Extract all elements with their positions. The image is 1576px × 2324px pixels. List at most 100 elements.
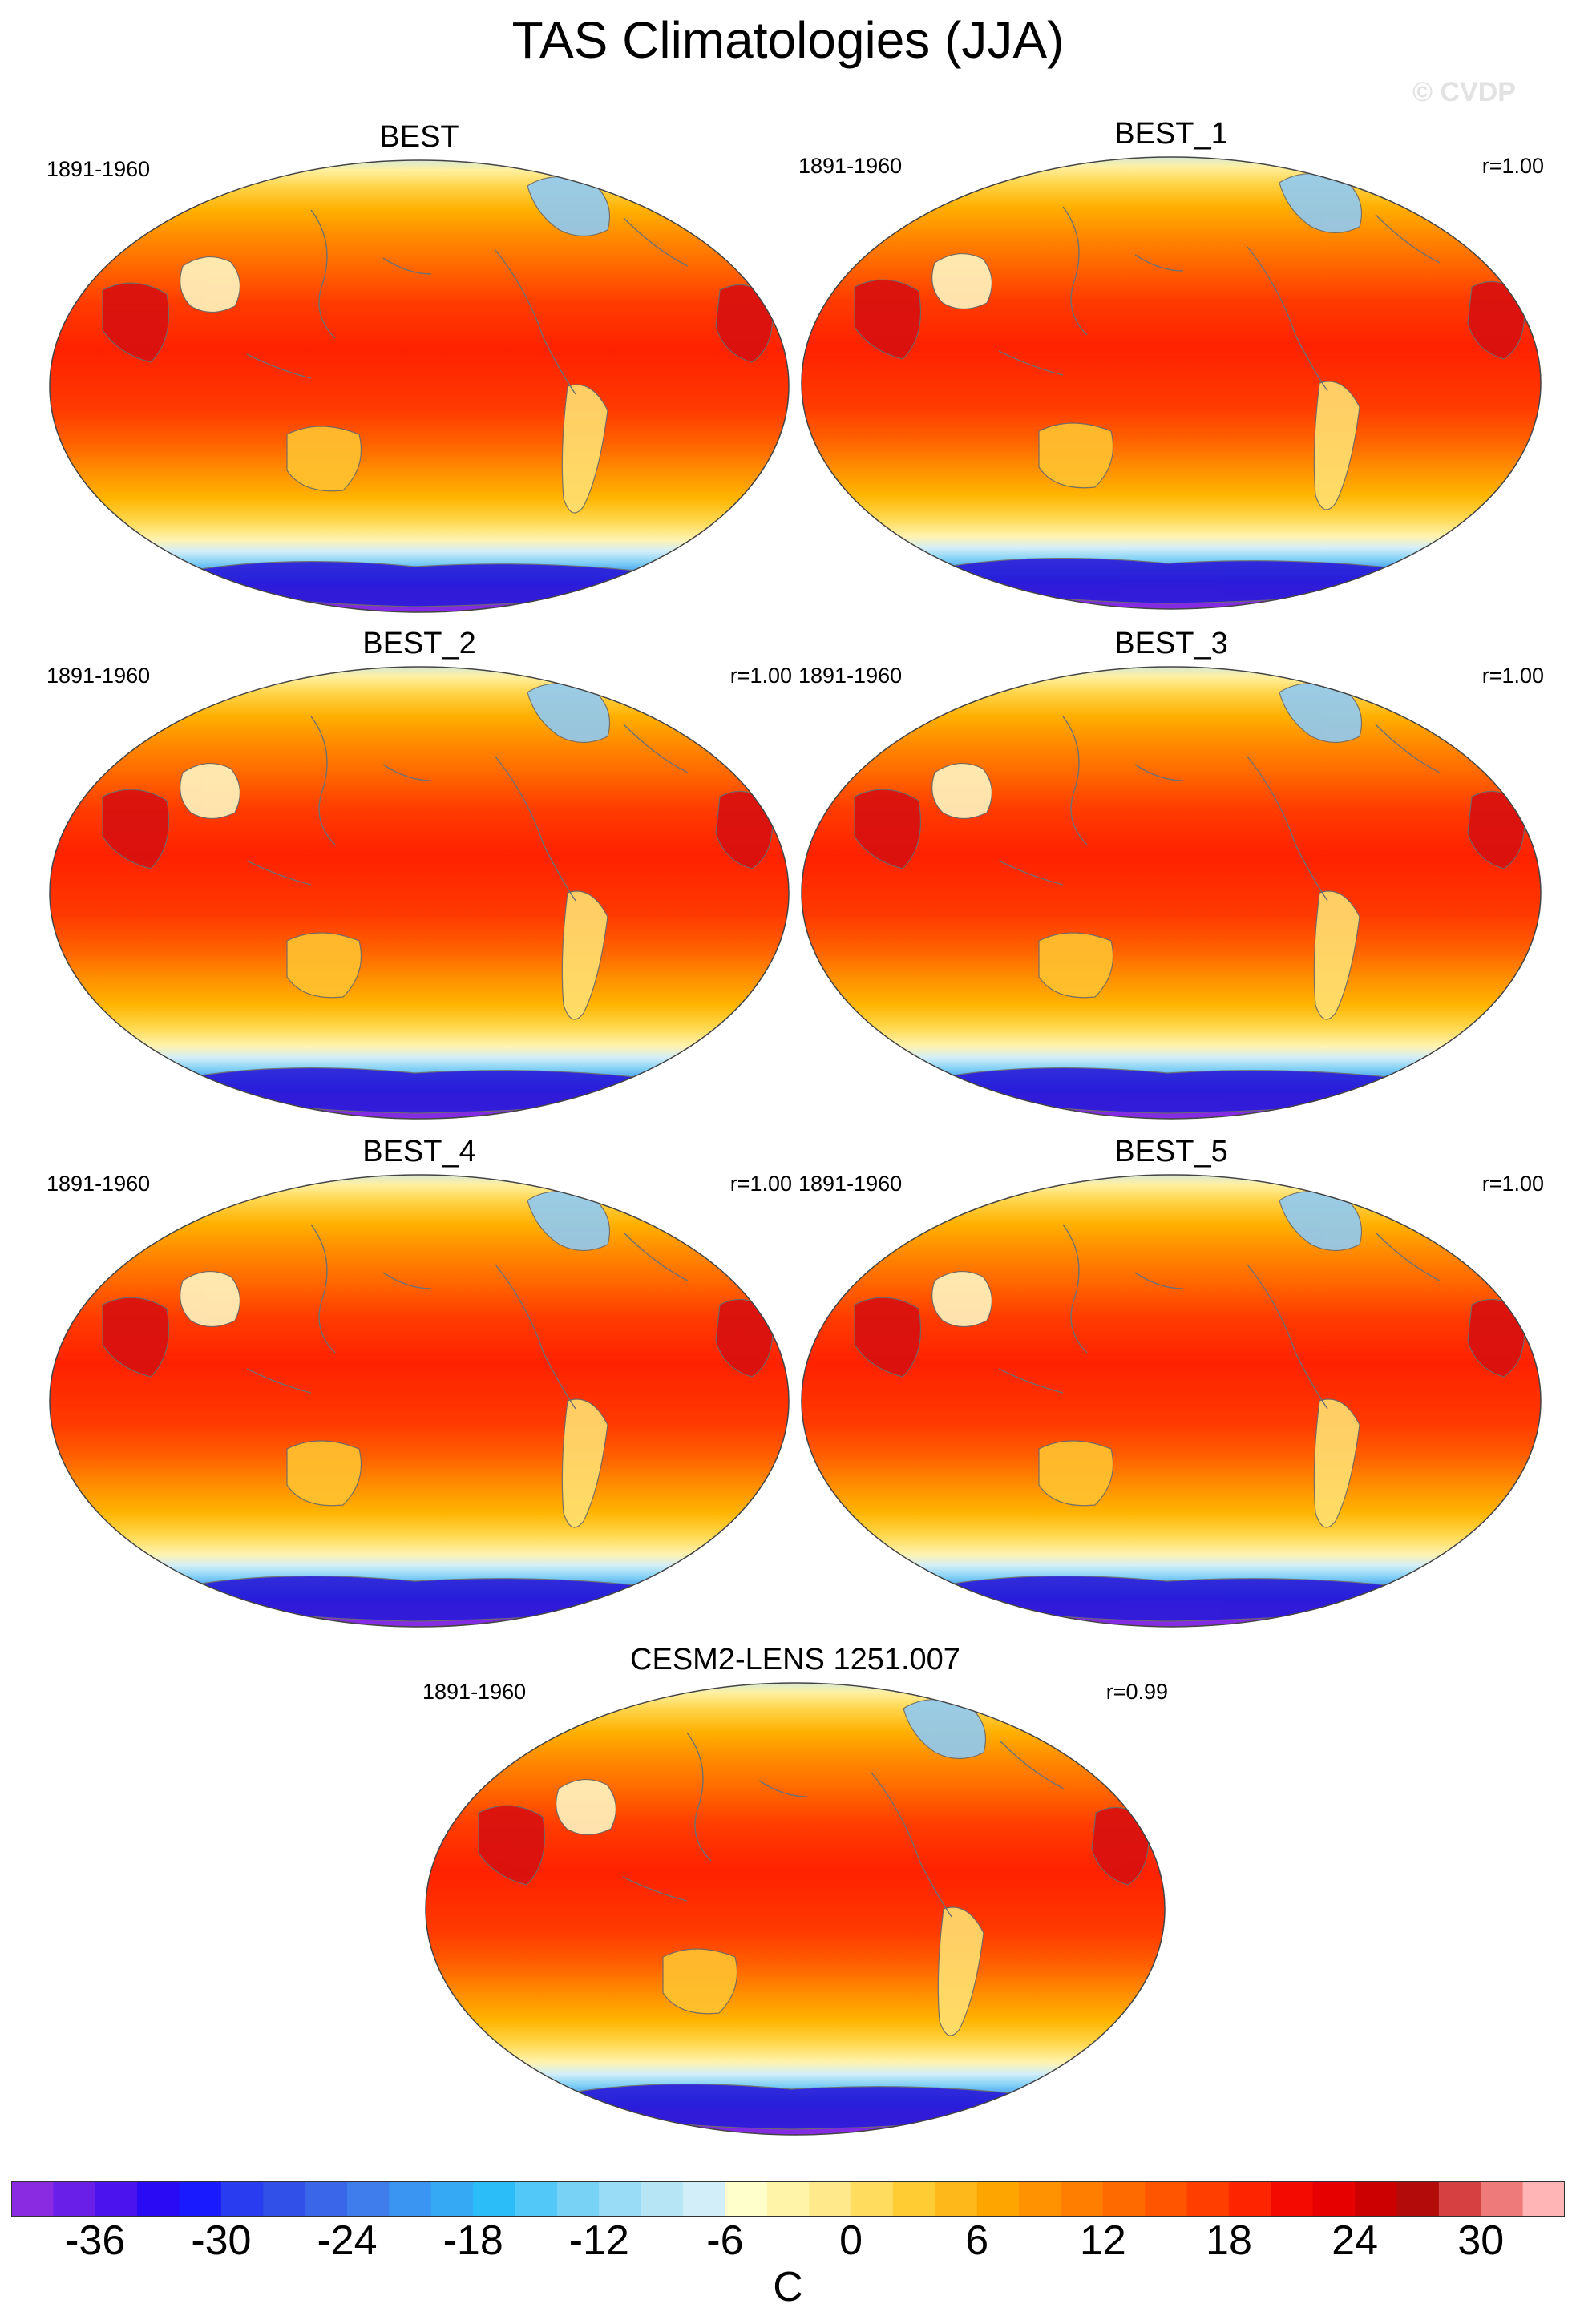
andes-shape [1313, 890, 1360, 1020]
colorbar-swatch [1228, 2181, 1271, 2217]
colorbar-swatch [1396, 2181, 1440, 2217]
coastline [495, 756, 576, 902]
map-panel-best-2: BEST_2 1891-1960 r=1.00 [46, 628, 792, 1141]
central-asia-highland-shape [931, 252, 992, 310]
colorbar-tick-label: 18 [1206, 2217, 1252, 2264]
north-africa-hotspot-shape [1467, 280, 1525, 360]
colorbar-tick-label: 24 [1332, 2217, 1379, 2264]
andes-shape [561, 384, 608, 514]
coastline [1134, 764, 1184, 781]
temperature-field [50, 667, 789, 1119]
colorbar-tick-label: -24 [317, 2217, 378, 2264]
panel-title: BEST [379, 120, 459, 154]
coastline [622, 1876, 688, 1902]
colorbar-swatch [389, 2181, 432, 2217]
middle-east-hotspot-shape [854, 279, 921, 360]
colorbar-swatch [53, 2181, 96, 2217]
colorbar-unit-label: C [773, 2264, 803, 2310]
coastline [382, 764, 432, 781]
map-border [801, 1174, 1542, 1628]
coastline [246, 1368, 312, 1394]
central-asia-highland-shape [180, 1270, 240, 1328]
coastline [310, 209, 336, 339]
map-panel-best-4: BEST_4 1891-1960 r=1.00 [46, 1136, 792, 1649]
north-africa-hotspot-shape [715, 1298, 774, 1378]
panel-period: 1891-1960 [46, 664, 151, 688]
panel-title: BEST_5 [1114, 1135, 1228, 1168]
middle-east-hotspot-shape [102, 282, 170, 363]
coastline [998, 1368, 1064, 1394]
temperature-field [802, 1175, 1541, 1627]
colorbar-swatch [1019, 2181, 1062, 2217]
colorbar-swatch [1481, 2181, 1524, 2217]
map-projection [801, 156, 1542, 610]
map-border [49, 159, 790, 613]
central-asia-highland-shape [180, 762, 240, 820]
panel-title: BEST_3 [1114, 627, 1228, 660]
middle-east-hotspot-shape [102, 789, 170, 869]
middle-east-hotspot-shape [102, 1297, 170, 1378]
colorbar-tick-label: 12 [1079, 2217, 1126, 2264]
colorbar-tick-label: 30 [1457, 2217, 1505, 2264]
coastline [686, 1732, 712, 1862]
panel-correlation: r=1.00 [1481, 1172, 1544, 1196]
coastline [1247, 1264, 1328, 1410]
colorbar-frame [11, 2181, 1565, 2217]
map-panel-best-3: BEST_3 1891-1960 r=1.00 [798, 628, 1544, 1141]
australia-shape [1038, 1440, 1114, 1507]
coastline [1062, 1224, 1088, 1354]
panel-period: 1891-1960 [798, 1172, 903, 1196]
figure-title: TAS Climatologies (JJA) [511, 11, 1065, 69]
central-asia-highland-shape [931, 762, 992, 820]
coastline [623, 724, 689, 773]
map-panel-best-5: BEST_5 1891-1960 r=1.00 [798, 1136, 1544, 1649]
coastline [623, 217, 689, 267]
coastline [998, 860, 1064, 886]
colorbar-swatch [263, 2181, 306, 2217]
colorbar-swatch [976, 2181, 1020, 2217]
colorbar-swatch [1186, 2181, 1230, 2217]
colorbar-tick-label: -6 [706, 2217, 744, 2264]
colorbar-swatch [179, 2181, 222, 2217]
colorbar-swatch [11, 2181, 54, 2217]
colorbar-swatch [1102, 2181, 1146, 2217]
coastline [1247, 756, 1328, 902]
panel-title: BEST_4 [362, 1135, 476, 1168]
central-asia-highland-shape [556, 1778, 616, 1836]
north-africa-hotspot-shape [715, 790, 774, 869]
temperature-field [802, 667, 1541, 1119]
colorbar-swatch [430, 2181, 474, 2217]
colorbar-swatch [725, 2181, 768, 2217]
map-projection [801, 1174, 1542, 1628]
colorbar-swatch [1355, 2181, 1398, 2217]
north-africa-hotspot-shape [715, 284, 774, 363]
panel-correlation: r=1.00 [1481, 154, 1544, 178]
map-border [801, 666, 1542, 1120]
colorbar-tick-label: -18 [442, 2217, 503, 2264]
colorbar-swatch [641, 2181, 684, 2217]
colorbar-swatch [1061, 2181, 1104, 2217]
colorbar-tick-label: -30 [191, 2217, 252, 2264]
colorbar-tick-labels: -36-30-24-18-12-6061218243036 [11, 2220, 1565, 2268]
temperature-field [802, 157, 1541, 609]
coastline [382, 257, 432, 275]
coastline [495, 249, 576, 395]
central-asia-highland-shape [931, 1270, 992, 1328]
andes-shape [1313, 381, 1360, 510]
coastline [999, 1740, 1065, 1789]
map-projection [49, 1174, 790, 1628]
colorbar-tick-label: -12 [568, 2217, 629, 2264]
colorbar-tick-label: -36 [65, 2217, 126, 2264]
coastline [310, 716, 336, 845]
panel-title: CESM2-LENS 1251.007 [630, 1643, 960, 1676]
colorbar-swatch [1522, 2181, 1565, 2217]
coastline [1134, 254, 1184, 272]
colorbar-swatch [473, 2181, 516, 2217]
colorbar-swatches [11, 2181, 1565, 2217]
coastline [1375, 1232, 1441, 1281]
coastline [1062, 716, 1088, 845]
coastline [758, 1780, 808, 1797]
coastline [246, 353, 312, 379]
panel-period: 1891-1960 [46, 1172, 151, 1196]
colorbar-swatch [599, 2181, 642, 2217]
